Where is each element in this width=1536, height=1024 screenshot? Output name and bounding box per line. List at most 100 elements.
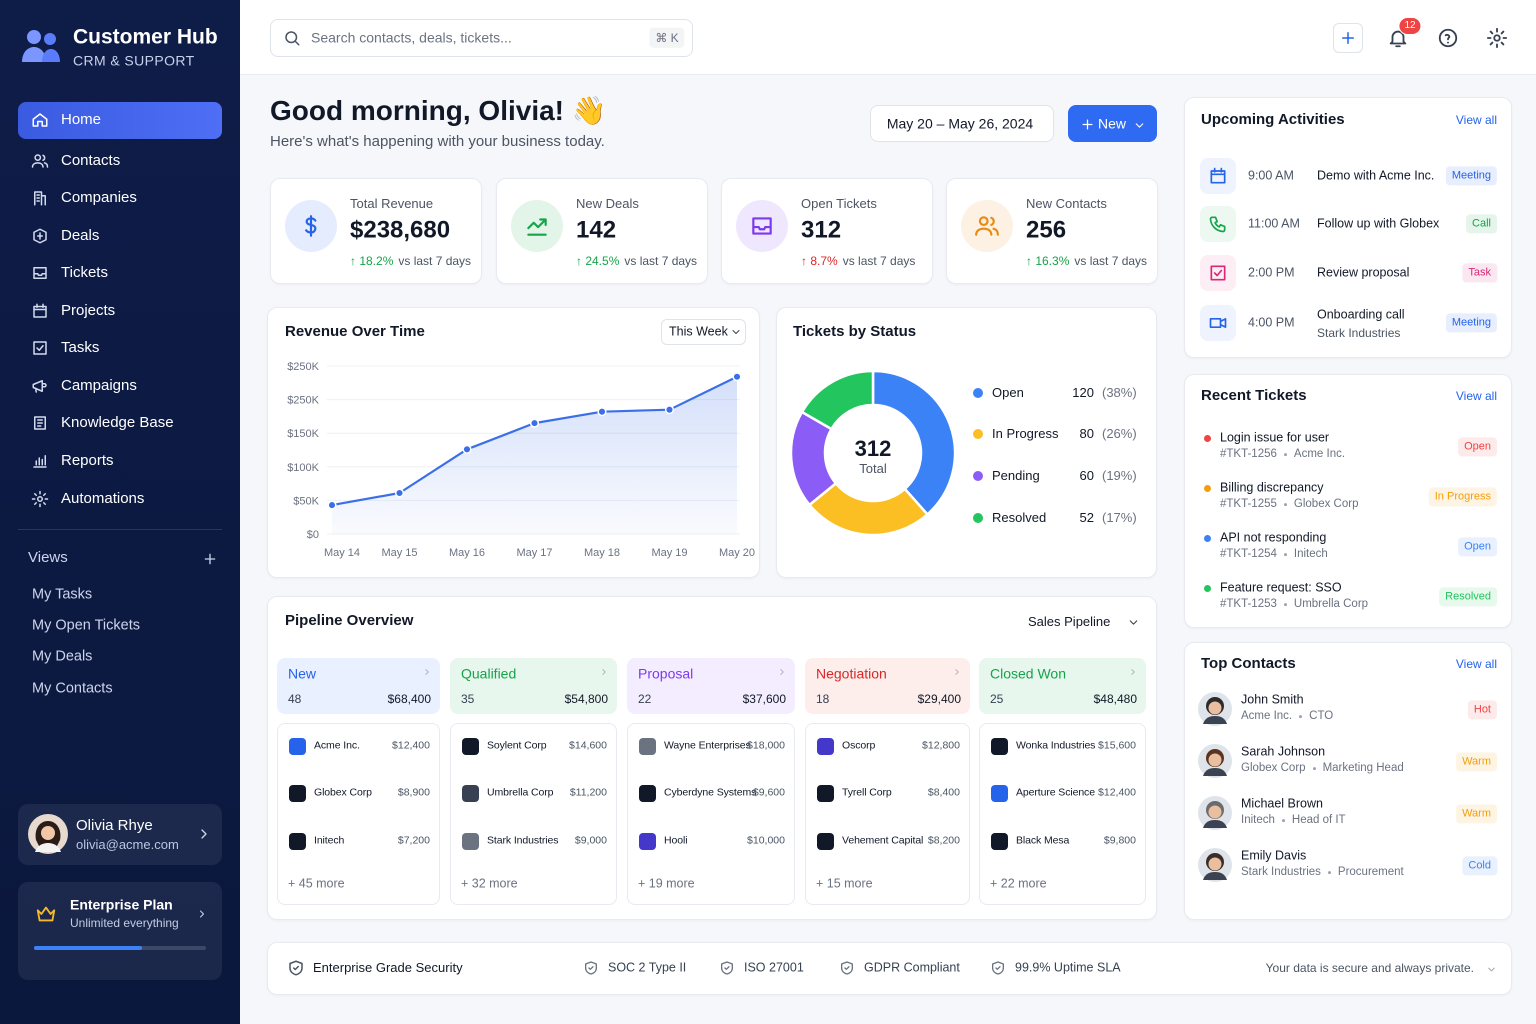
ticket-company: Umbrella Corp <box>1293 598 1369 611</box>
stage-name: Negotiation <box>816 665 887 682</box>
view-all[interactable]: View all <box>1455 656 1497 671</box>
deal-name[interactable]: Aperture Science <box>1016 786 1095 799</box>
nav-item[interactable]: Tickets <box>61 264 108 281</box>
legend-percent: (19%) <box>1102 468 1137 484</box>
nav-item[interactable]: Companies <box>61 189 137 206</box>
more-link[interactable]: + 15 more <box>816 876 873 891</box>
view-item[interactable]: My Contacts <box>32 680 113 697</box>
legend-label: In Progress <box>992 426 1059 442</box>
divider <box>18 529 222 530</box>
chevron <box>780 669 784 675</box>
plan-card[interactable] <box>18 882 222 980</box>
avatar-face <box>1208 753 1222 767</box>
security-badge: GDPR Compliant <box>864 960 960 975</box>
chevron <box>1131 669 1135 675</box>
activity-icon <box>1209 318 1227 328</box>
search-box[interactable] <box>270 19 693 57</box>
status-dot <box>1204 585 1211 592</box>
nav-icon <box>34 416 46 430</box>
x-tick-label: May 19 <box>651 547 687 559</box>
x-tick-label: May 17 <box>516 547 552 559</box>
date-picker[interactable] <box>870 105 1054 142</box>
deal-name[interactable]: Black Mesa <box>1016 834 1070 847</box>
stage-header[interactable] <box>627 658 795 714</box>
stage-header[interactable] <box>450 658 617 714</box>
x-tick-label: May 18 <box>584 547 620 559</box>
deal-name[interactable]: Hooli <box>664 834 688 847</box>
nav-icon <box>33 455 47 468</box>
kpi-note: vs last 7 days <box>624 253 698 268</box>
add-button[interactable] <box>1333 23 1363 53</box>
contact-name[interactable]: John Smith <box>1241 692 1304 707</box>
more-link[interactable]: + 22 more <box>990 876 1047 891</box>
logo-shape <box>22 47 46 62</box>
user-name: Olivia Rhye <box>76 817 153 834</box>
deal-name[interactable]: Globex Corp <box>314 786 372 799</box>
contact-name[interactable]: Emily Davis <box>1241 848 1307 863</box>
security-badge: ISO 27001 <box>744 960 804 975</box>
separator-dot <box>1327 871 1331 875</box>
separator-dot <box>1281 819 1285 823</box>
nav-item[interactable]: Projects <box>61 302 116 319</box>
y-tick-label: $250K <box>287 395 319 407</box>
pipeline-select[interactable]: Sales Pipeline <box>1028 614 1111 630</box>
ticket-title[interactable]: Login issue for user <box>1220 430 1330 445</box>
nav-item[interactable]: Home <box>61 111 102 128</box>
icon-path <box>33 303 47 318</box>
point <box>327 500 337 510</box>
donut-total: 312 <box>855 436 892 461</box>
deal-amount: $18,000 <box>747 739 785 752</box>
ticket-title[interactable]: Feature request: SSO <box>1220 580 1342 595</box>
view-item[interactable]: My Deals <box>32 648 93 665</box>
deal-name[interactable]: Oscorp <box>842 739 876 752</box>
deal-amount: $9,600 <box>752 786 785 799</box>
nav-item[interactable]: Deals <box>61 227 100 244</box>
deal-name[interactable]: Umbrella Corp <box>487 786 554 799</box>
icon-path <box>34 416 46 430</box>
deal-name[interactable]: Stark Industries <box>487 834 559 847</box>
period-select[interactable] <box>661 319 746 345</box>
contact-name[interactable]: Sarah Johnson <box>1241 744 1326 759</box>
nav-item[interactable]: Reports <box>61 452 114 469</box>
deal-name[interactable]: Initech <box>314 834 345 847</box>
nav-active-bg[interactable] <box>18 102 222 139</box>
icon-path <box>201 829 207 839</box>
nav-icon <box>31 154 49 168</box>
ticket-title[interactable]: Billing discrepancy <box>1220 480 1324 495</box>
nav-item[interactable]: Knowledge Base <box>61 414 174 431</box>
deal-name[interactable]: Vehement Capital <box>842 834 924 847</box>
view-item[interactable]: My Tasks <box>32 586 93 603</box>
stage-header[interactable] <box>277 658 440 714</box>
view-item[interactable]: My Open Tickets <box>32 617 140 634</box>
more-link[interactable]: + 19 more <box>638 876 695 891</box>
nav-item[interactable]: Campaigns <box>61 377 137 394</box>
kpi-change: ↑ 16.3% <box>1026 253 1070 268</box>
nav-icon <box>31 490 49 508</box>
icon-path <box>1082 119 1092 129</box>
nav-icon <box>33 228 47 244</box>
deal-name[interactable]: Cyberdyne Systems <box>664 786 757 799</box>
nav-icon <box>33 267 47 279</box>
nav-item[interactable]: Tasks <box>61 339 100 356</box>
contact-name[interactable]: Michael Brown <box>1241 796 1323 811</box>
icon-path <box>975 216 999 236</box>
chevron <box>201 829 207 839</box>
nav-item[interactable]: Automations <box>61 490 145 507</box>
deal-name[interactable]: Tyrell Corp <box>842 786 892 799</box>
deal-name[interactable]: Soylent Corp <box>487 739 547 752</box>
chevron <box>1487 967 1495 971</box>
icon-path <box>285 31 300 46</box>
more-link[interactable]: + 32 more <box>461 876 518 891</box>
view-all[interactable]: View all <box>1455 112 1497 127</box>
deal-name[interactable]: Wayne Enterprises <box>664 739 751 752</box>
ticket-title[interactable]: API not responding <box>1220 530 1327 545</box>
deal-name[interactable]: Acme Inc. <box>314 739 360 752</box>
deal-amount: $10,000 <box>747 834 785 847</box>
nav-item[interactable]: Contacts <box>61 152 121 169</box>
deal-name[interactable]: Wonka Industries <box>1016 739 1096 752</box>
stage-header[interactable] <box>805 658 970 714</box>
view-all[interactable]: View all <box>1455 388 1497 403</box>
more-link[interactable]: + 45 more <box>288 876 345 891</box>
stage-header[interactable] <box>979 658 1146 714</box>
